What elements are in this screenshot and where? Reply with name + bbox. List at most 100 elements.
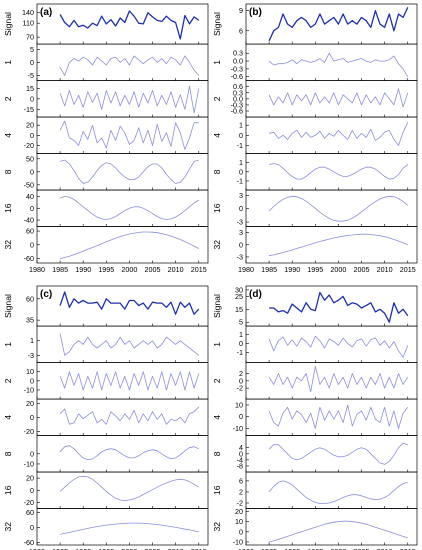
component-line-16: [268, 480, 408, 504]
x-tick-label: 2015: [191, 265, 207, 274]
y-axis-label: 8: [212, 169, 222, 174]
y-tick-label: -50: [24, 180, 34, 189]
component-line-1: [59, 333, 200, 356]
subplot-frame: [36, 508, 209, 546]
x-tick-label: 2010: [168, 265, 184, 274]
y-tick-label: 35: [26, 316, 34, 325]
y-axis-label: 8: [3, 169, 13, 174]
x-tick-label: 2000: [121, 265, 137, 274]
y-axis-label: 1: [212, 342, 222, 347]
x-tick-label: 1995: [98, 265, 114, 274]
x-tick-label: 1990: [75, 547, 91, 550]
component-line-8: [59, 159, 199, 184]
y-tick-label: 2: [239, 369, 243, 378]
y-axis-label: 1: [3, 342, 13, 347]
subplot-frame: [245, 508, 418, 546]
subplot-frame: [245, 471, 418, 509]
y-tick-label: 4: [239, 443, 243, 452]
y-tick-label: -15: [24, 105, 34, 114]
y-axis-label: 8: [212, 451, 222, 456]
y-tick-label: -10: [24, 385, 34, 394]
y-tick-label: 20: [26, 121, 34, 130]
signal-line: [59, 10, 200, 40]
subplot-frame: [36, 3, 209, 45]
y-axis-label: 32: [3, 522, 13, 532]
x-tick-label: 2000: [330, 547, 346, 550]
y-tick-label: -20: [24, 427, 34, 436]
y-tick-label: 0.6: [233, 82, 243, 91]
y-tick-label: 0.3: [233, 88, 243, 97]
y-tick-label: 3: [239, 228, 243, 237]
y-tick-label: 0: [239, 240, 243, 249]
subplot-frame: [36, 153, 209, 191]
y-tick-label: 0: [239, 167, 243, 176]
component-line-4: [268, 404, 409, 429]
y-tick-label: 60: [26, 294, 34, 303]
x-tick-label: 2010: [377, 547, 393, 550]
x-tick-label: 1980: [29, 265, 45, 274]
y-tick-label: -0.6: [231, 107, 243, 116]
component-line-32: [269, 520, 408, 543]
y-tick-label: 0.0: [233, 57, 243, 66]
y-tick-label: 10: [26, 367, 34, 376]
y-tick-label: 10: [235, 400, 243, 409]
component-line-16: [59, 475, 200, 502]
x-tick-label: 1985: [52, 265, 68, 274]
subplot-frame: [245, 325, 418, 363]
y-tick-label: -3: [28, 351, 34, 360]
y-tick-label: 0: [30, 240, 34, 249]
x-tick-label: 2005: [354, 547, 370, 550]
y-tick-label: 20: [26, 399, 34, 408]
y-axis-label: Signal: [3, 294, 13, 318]
y-tick-label: -1: [237, 176, 243, 185]
y-tick-label: 1: [239, 158, 243, 167]
x-tick-label: 1995: [98, 547, 114, 550]
x-tick-label: 2010: [377, 265, 393, 274]
y-axis-label: 32: [3, 240, 13, 250]
subplot-frame: [245, 3, 418, 45]
x-tick-label: 2010: [168, 547, 184, 550]
x-tick-label: 1980: [238, 547, 254, 550]
panel-label: (b): [249, 7, 262, 18]
subplot-frame: [36, 189, 209, 227]
y-tick-label: 0: [30, 131, 34, 140]
y-axis-label: 16: [212, 203, 222, 213]
component-line-1: [268, 52, 409, 77]
subplot-frame: [36, 116, 209, 154]
y-tick-label: -60: [24, 538, 34, 547]
y-tick-label: 30: [235, 285, 243, 294]
y-tick-label: 0: [30, 449, 34, 458]
y-axis-label: 16: [3, 485, 13, 495]
y-tick-label: 0: [239, 527, 243, 536]
x-tick-label: 1990: [75, 265, 91, 274]
x-tick-label: 1980: [29, 547, 45, 550]
component-line-8: [269, 163, 409, 180]
y-tick-label: 0: [239, 412, 243, 421]
y-axis-label: 4: [3, 415, 13, 420]
y-axis-label: 4: [3, 133, 13, 138]
y-tick-label: 0: [239, 376, 243, 385]
subplot-frame: [245, 43, 418, 81]
y-tick-label: 15: [235, 305, 243, 314]
x-tick-label: 2015: [191, 547, 207, 550]
y-axis-label: 2: [212, 96, 222, 101]
y-tick-label: 50: [26, 154, 34, 163]
y-axis-label: 2: [212, 378, 222, 383]
x-tick-label: 2000: [330, 265, 346, 274]
component-line-2: [59, 371, 200, 391]
component-line-1: [59, 55, 200, 76]
y-tick-label: 40: [26, 192, 34, 201]
component-line-2: [59, 85, 200, 114]
y-tick-label: -0.6: [231, 72, 243, 81]
y-tick-label: 1: [239, 330, 243, 339]
y-tick-label: -20: [24, 498, 34, 507]
component-line-1: [268, 335, 409, 358]
x-tick-label: 2005: [354, 265, 370, 274]
y-axis-label: 1: [212, 60, 222, 65]
y-tick-label: -2: [237, 384, 243, 393]
y-tick-label: 6: [239, 26, 243, 35]
subplot-frame: [36, 226, 209, 264]
component-line-4: [269, 122, 409, 146]
subplot-frame: [245, 80, 418, 118]
y-tick-label: 0: [30, 94, 34, 103]
